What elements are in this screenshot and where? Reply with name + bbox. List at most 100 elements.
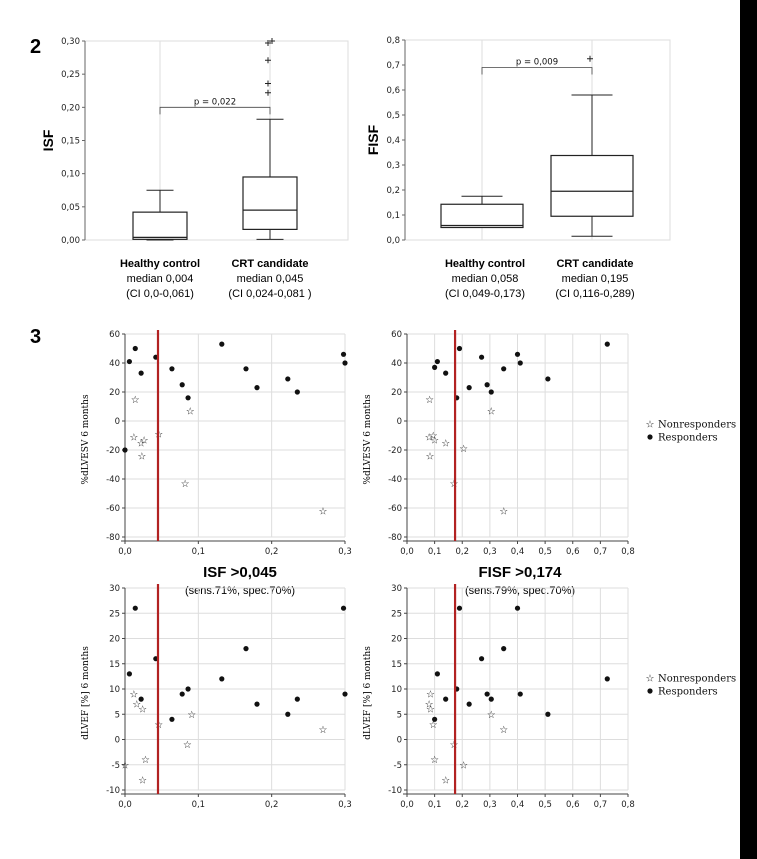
nonresponder-point: ☆ [141,755,150,766]
series-nonresponders: ☆☆☆☆☆☆☆☆☆☆ [425,395,509,518]
caption-median: median 0,004 [126,273,194,285]
nonresponder-point: ☆ [430,755,439,766]
x-tick-label: 0,5 [538,547,552,557]
x-tick-label: 0,7 [594,547,608,557]
nonresponder-point: ☆ [138,705,147,716]
y-tick-label: 10 [391,685,402,695]
y-axis-label: ISF [40,129,56,151]
x-tick-label: 0,3 [483,800,497,810]
series-responders [122,341,348,453]
nonresponder-point: ☆ [487,406,496,417]
nonresponder-point: ☆ [129,432,138,443]
y-tick-label: 30 [391,584,402,594]
caption-crt-isf: CRT candidate median 0,045 (CI 0,024-0,0… [210,257,330,302]
responder-point [243,366,249,372]
panel-number-3: 3 [30,326,42,348]
x-tick-label: 0,5 [538,800,552,810]
nonresponder-point: ☆ [441,438,450,449]
y-tick-label: 15 [391,660,402,670]
y-tick-label: -60 [106,504,120,514]
responder-point [126,358,132,365]
responder-point [138,370,144,376]
responder-point [169,716,175,722]
y-tick-label: 15 [109,660,120,670]
responder-point [501,366,507,372]
y-tick-label: 5 [397,710,402,720]
responder-point [342,360,348,366]
y-tick-label: -10 [106,786,120,796]
responder-point [132,605,138,611]
nonresponder-point: ☆ [425,700,434,711]
y-tick-label: -80 [106,533,120,543]
x-tick-label: 0,2 [265,800,279,810]
y-tick-label: 0 [115,417,120,427]
responder-point [432,364,438,370]
nonresponder-point: ☆ [181,479,190,490]
p-value-label: p = 0,022 [194,97,236,107]
nonresponder-point: ☆ [121,760,130,771]
responder-point [340,351,347,357]
y-tick-label: 60 [109,330,120,340]
y-tick-label: 0,2 [386,186,400,196]
box [550,154,634,217]
responder-point [126,671,132,677]
responder-point [478,354,485,360]
y-tick-label: -10 [388,786,402,796]
outlier-marker [269,38,275,44]
responder-point [604,341,610,347]
x-tick-label: 0,0 [400,547,414,557]
legend-0: ☆ Nonresponders Responders [646,420,737,444]
series-responders [126,605,348,722]
nonresponder-point: ☆ [129,690,138,701]
caption-ci: (CI 0,049-0,173) [444,288,526,300]
y-tick-label: -5 [112,761,120,771]
nonresponder-point: ☆ [426,705,435,716]
box [242,176,298,230]
responder-point [545,711,551,717]
responder-point [219,676,225,682]
caption-healthy-isf: Healthy control median 0,004 (CI 0,0-0,0… [100,257,220,302]
nonresponder-point: ☆ [499,506,508,517]
legend-label: Responders [658,433,718,444]
x-tick-label: 0,0 [400,800,414,810]
box [132,211,188,240]
y-axis-label: %dLVESV 6 months [363,394,373,485]
outlier-marker [265,80,271,87]
nonresponder-point: ☆ [131,395,140,406]
x-tick-label: 0,3 [338,800,352,810]
y-tick-label: -40 [388,475,402,485]
responder-point [604,676,610,682]
responder-point [294,696,300,702]
box-group-1 [550,55,634,237]
y-axis-label: dLVEF [%] 6 months [363,646,373,740]
nonresponder-point: ☆ [132,700,141,711]
x-tick-label: 0,1 [192,800,206,810]
responder-point [517,691,523,697]
caption-healthy-fisf: Healthy control median 0,058 (CI 0,049-0… [425,257,545,302]
y-tick-label: -5 [394,761,402,771]
y-tick-label: -20 [388,446,402,456]
responder-point [647,688,653,694]
chart-sc_fisf_lvef: -10 -5 0 5 10 15 20 25 30 0,0 0,1 0,2 0,3 0,4 0,5 0,6 0,… [363,584,635,810]
responder-point [545,376,551,382]
y-tick-label: 0,7 [386,61,400,71]
x-tick-label: 0,3 [483,547,497,557]
responder-point [647,434,653,440]
y-tick-label: 0,20 [61,103,80,113]
x-tick-label: 0,1 [428,800,442,810]
y-tick-label: 5 [115,710,120,720]
y-tick-label: 0,0 [386,236,400,246]
responder-point [219,341,225,347]
responder-point [443,696,449,702]
responder-point [456,345,463,352]
nonresponder-point: ☆ [137,438,146,449]
y-tick-label: 0,05 [61,203,80,213]
x-tick-label: 0,6 [566,547,580,557]
y-tick-label: 0,10 [61,170,80,180]
chart-box_fisf: 0,0 0,1 0,2 0,3 0,4 0,5 0,6 0,7 0,8 FISF p = 0,009 [365,36,671,246]
series-nonresponders: ☆☆☆☆☆☆☆☆☆☆ [425,690,509,787]
responder-point [478,656,485,662]
y-tick-label: -80 [388,533,402,543]
y-tick-label: 60 [391,330,402,340]
nonresponder-point: ☆ [319,725,328,736]
